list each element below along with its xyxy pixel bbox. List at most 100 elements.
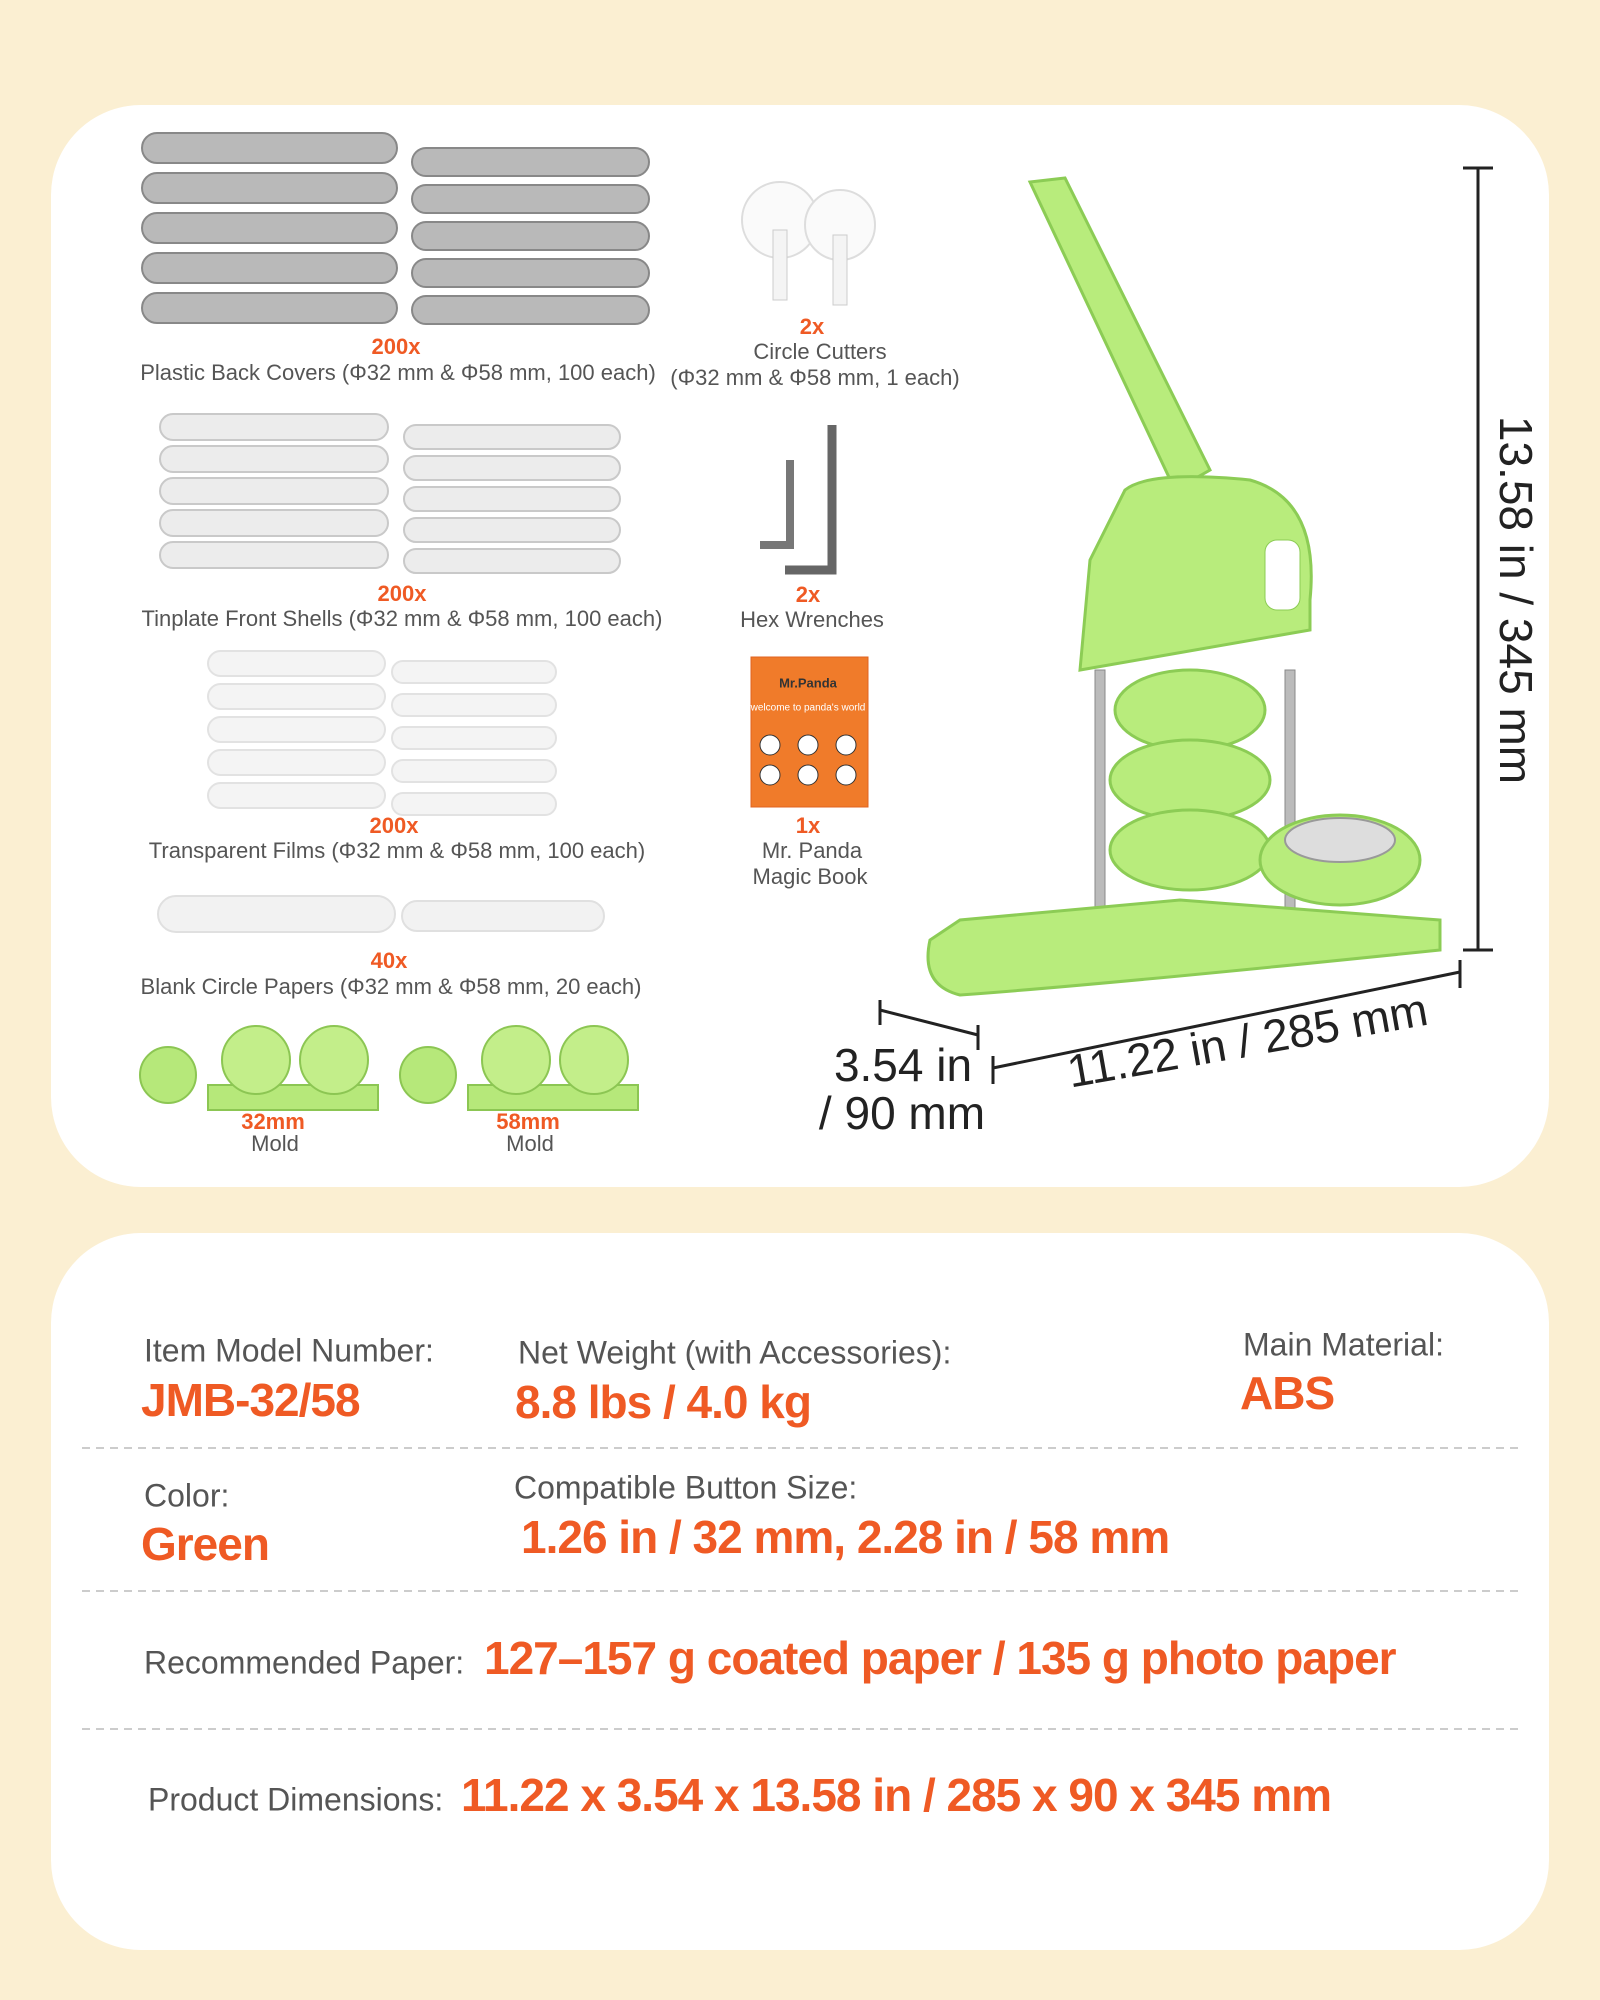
qty: 200x — [370, 813, 420, 838]
item-label: Mr. Panda — [762, 838, 863, 863]
disc-row — [411, 258, 650, 288]
press-mold-ring — [1284, 817, 1396, 863]
width-dimension-mm: / 90 mm — [819, 1087, 985, 1139]
qty: 2x — [800, 314, 825, 339]
disc-row — [207, 683, 386, 710]
book-panda — [835, 734, 857, 756]
disc-row — [159, 541, 389, 569]
dim-line — [1463, 166, 1493, 952]
disc-row — [403, 486, 621, 512]
mold-size: 32mm — [241, 1109, 305, 1134]
dim-line — [991, 960, 1462, 1084]
item-label: Blank Circle Papers (Φ32 mm & Φ58 mm, 20… — [141, 974, 642, 999]
disc-row — [411, 147, 650, 177]
spec-label: Recommended Paper: — [144, 1644, 464, 1680]
disc-row — [141, 172, 398, 204]
disc-row — [159, 445, 389, 473]
spec-label: Color: — [144, 1477, 229, 1513]
press-head — [1078, 475, 1313, 672]
cutter-handle — [772, 229, 788, 301]
qty: 1x — [796, 813, 821, 838]
spec-value: 127–157 g coated paper / 135 g photo pap… — [484, 1632, 1397, 1684]
book-panda — [835, 764, 857, 786]
illustrations — [139, 132, 1493, 1111]
width-dimension-in: 3.54 in — [834, 1039, 972, 1091]
item-label: Tinplate Front Shells (Φ32 mm & Φ58 mm, … — [142, 606, 663, 631]
spec-value: ABS — [1240, 1367, 1334, 1419]
disc-row — [207, 650, 386, 677]
press-die — [1108, 738, 1272, 822]
book-subtitle: welcome to panda's world — [750, 703, 866, 714]
book-panda — [759, 764, 781, 786]
disc-row — [141, 252, 398, 284]
disc-row — [411, 295, 650, 325]
height-dimension: 13.58 in / 345 mm — [1490, 416, 1542, 784]
mold-size: 58mm — [496, 1109, 560, 1134]
disc-row — [157, 895, 396, 933]
spec-value: 8.8 lbs / 4.0 kg — [515, 1376, 811, 1428]
disc-row — [391, 792, 557, 816]
disc-row — [403, 517, 621, 543]
cutter-handle — [832, 234, 848, 306]
spec-label: Product Dimensions: — [148, 1781, 443, 1817]
disc-row — [391, 693, 557, 717]
mold-part — [559, 1025, 629, 1095]
book-panda — [797, 764, 819, 786]
wrench — [760, 460, 794, 549]
disc-row — [159, 509, 389, 537]
press-rod — [1094, 669, 1106, 931]
disc-row — [207, 716, 386, 743]
disc-row — [207, 749, 386, 776]
item-detail: (Φ32 mm & Φ58 mm, 1 each) — [670, 365, 959, 390]
disc-row — [141, 292, 398, 324]
press-lever — [1027, 176, 1212, 493]
book-panda — [797, 734, 819, 756]
mold-part — [299, 1025, 369, 1095]
disc-row — [207, 782, 386, 809]
disc-row — [391, 660, 557, 684]
press-die — [1108, 808, 1272, 892]
qty: 200x — [372, 334, 422, 359]
spec-label: Main Material: — [1243, 1326, 1444, 1362]
disc-row — [401, 900, 605, 932]
wrench — [785, 425, 837, 575]
item-detail: Magic Book — [753, 864, 869, 889]
spec-label: Compatible Button Size: — [514, 1469, 857, 1505]
disc-row — [141, 132, 398, 164]
mold-part — [481, 1025, 551, 1095]
mold-part — [399, 1046, 457, 1104]
spec-value: Green — [141, 1518, 269, 1570]
book-panda — [759, 734, 781, 756]
mold-part — [139, 1046, 197, 1104]
disc-row — [159, 477, 389, 505]
mold-label: Mold — [251, 1131, 299, 1156]
qty: 40x — [371, 948, 408, 973]
dim-line — [878, 1000, 980, 1050]
mold-label: Mold — [506, 1131, 554, 1156]
disc-row — [159, 413, 389, 441]
qty: 2x — [796, 582, 821, 607]
item-label: Plastic Back Covers (Φ32 mm & Φ58 mm, 10… — [140, 360, 656, 385]
disc-row — [403, 424, 621, 450]
item-label: Circle Cutters — [753, 339, 886, 364]
mold-part — [221, 1025, 291, 1095]
disc-row — [391, 726, 557, 750]
item-label: Hex Wrenches — [740, 607, 884, 632]
disc-row — [411, 184, 650, 214]
spec-value: 1.26 in / 32 mm, 2.28 in / 58 mm — [521, 1511, 1169, 1563]
spec-value: 11.22 x 3.54 x 13.58 in / 285 x 90 x 345… — [461, 1769, 1331, 1821]
disc-row — [391, 759, 557, 783]
disc-row — [411, 221, 650, 251]
press-base — [926, 898, 1442, 997]
spec-label: Net Weight (with Accessories): — [518, 1334, 951, 1370]
spec-value: JMB-32/58 — [141, 1374, 360, 1426]
disc-row — [403, 455, 621, 481]
item-label: Transparent Films (Φ32 mm & Φ58 mm, 100 … — [149, 838, 645, 863]
book-title: Mr.Panda — [779, 675, 838, 690]
press-die — [1113, 668, 1267, 752]
disc-row — [403, 548, 621, 574]
qty: 200x — [378, 581, 428, 606]
press-window — [1264, 539, 1301, 611]
